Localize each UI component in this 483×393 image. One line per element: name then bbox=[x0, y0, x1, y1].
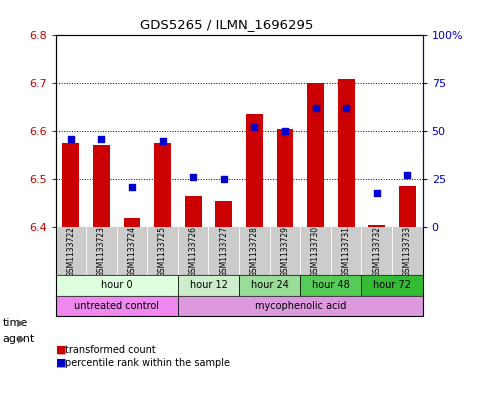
Text: time: time bbox=[2, 318, 28, 328]
Bar bbox=[154, 143, 171, 227]
Point bbox=[159, 138, 167, 144]
Text: GSM1133725: GSM1133725 bbox=[158, 226, 167, 277]
Text: GSM1133724: GSM1133724 bbox=[128, 226, 137, 277]
Point bbox=[128, 184, 136, 190]
Bar bbox=[185, 196, 201, 227]
Point bbox=[403, 172, 411, 178]
Text: percentile rank within the sample: percentile rank within the sample bbox=[65, 358, 230, 368]
Text: GSM1133733: GSM1133733 bbox=[403, 226, 412, 277]
Text: GSM1133731: GSM1133731 bbox=[341, 226, 351, 277]
Text: GSM1133726: GSM1133726 bbox=[189, 226, 198, 277]
Text: hour 48: hour 48 bbox=[312, 280, 350, 290]
Bar bbox=[56, 275, 178, 296]
Bar bbox=[300, 275, 361, 296]
Text: ■: ■ bbox=[56, 345, 66, 355]
Text: GSM1133729: GSM1133729 bbox=[281, 226, 289, 277]
Point bbox=[342, 105, 350, 111]
Point bbox=[98, 136, 105, 142]
Bar bbox=[178, 296, 423, 316]
Text: GSM1133728: GSM1133728 bbox=[250, 226, 259, 277]
Bar bbox=[124, 218, 141, 227]
Bar bbox=[178, 275, 239, 296]
Point bbox=[251, 124, 258, 130]
Point bbox=[220, 176, 227, 182]
Bar bbox=[246, 114, 263, 227]
Point bbox=[281, 128, 289, 134]
Point bbox=[373, 189, 381, 196]
Bar bbox=[215, 201, 232, 227]
Bar bbox=[62, 143, 79, 227]
Bar bbox=[338, 79, 355, 227]
Text: GSM1133722: GSM1133722 bbox=[66, 226, 75, 277]
Text: ▶: ▶ bbox=[18, 334, 26, 344]
Text: hour 12: hour 12 bbox=[189, 280, 227, 290]
Text: hour 24: hour 24 bbox=[251, 280, 289, 290]
Text: untreated control: untreated control bbox=[74, 301, 159, 311]
Bar bbox=[361, 275, 423, 296]
Point bbox=[312, 105, 319, 111]
Text: hour 72: hour 72 bbox=[373, 280, 411, 290]
Point bbox=[67, 136, 75, 142]
Text: ▶: ▶ bbox=[17, 318, 25, 328]
Bar bbox=[307, 83, 324, 227]
Text: GSM1133732: GSM1133732 bbox=[372, 226, 381, 277]
Text: hour 0: hour 0 bbox=[101, 280, 132, 290]
Bar bbox=[239, 275, 300, 296]
Text: GSM1133727: GSM1133727 bbox=[219, 226, 228, 277]
Bar bbox=[277, 129, 293, 227]
Text: transformed count: transformed count bbox=[65, 345, 156, 355]
Point bbox=[189, 174, 197, 180]
Text: GSM1133730: GSM1133730 bbox=[311, 226, 320, 277]
Bar bbox=[369, 225, 385, 227]
Bar bbox=[93, 145, 110, 227]
Bar bbox=[56, 296, 178, 316]
Text: mycophenolic acid: mycophenolic acid bbox=[255, 301, 346, 311]
Text: GSM1133723: GSM1133723 bbox=[97, 226, 106, 277]
Text: agent: agent bbox=[2, 334, 35, 344]
Text: GDS5265 / ILMN_1696295: GDS5265 / ILMN_1696295 bbox=[141, 18, 313, 31]
Text: ■: ■ bbox=[56, 358, 66, 368]
Bar bbox=[399, 186, 416, 227]
